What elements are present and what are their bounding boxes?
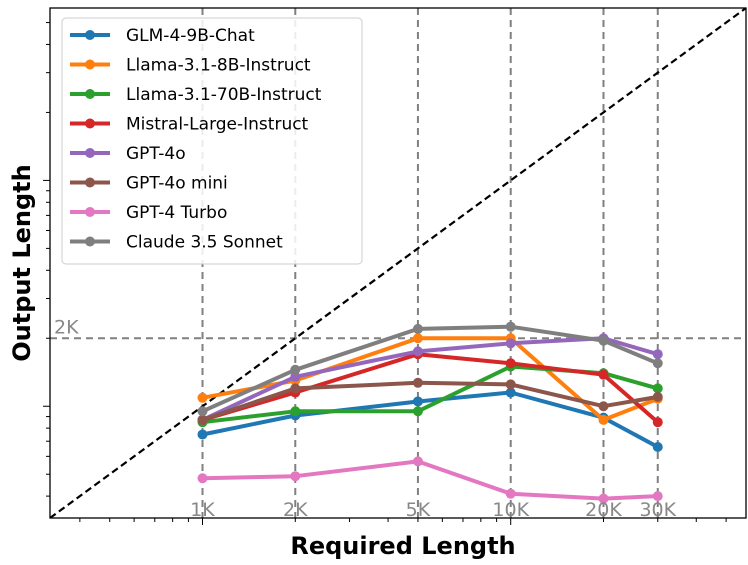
series-line <box>202 390 659 449</box>
legend-item: Claude 3.5 Sonnet <box>70 233 283 253</box>
legend: GLM-4-9B-Chat Llama-3.1-8B-Instruct Llama-… <box>61 17 363 265</box>
legend-item: Llama-3.1-70B-Instruct <box>70 85 322 105</box>
y-reference-label: 2K <box>54 316 79 338</box>
series-line <box>202 459 658 501</box>
data-point <box>197 392 208 403</box>
tick-labels: 1K 2K 5K 10K 20K 30K 2K <box>54 316 677 521</box>
series-line <box>201 336 659 422</box>
data-point <box>197 429 208 440</box>
legend-swatch-marker <box>85 177 95 188</box>
legend-swatch-marker <box>85 30 95 40</box>
series-gpt-4-turbo <box>197 456 663 504</box>
data-point <box>598 493 609 504</box>
x-tick-label: 1K <box>190 499 215 521</box>
data-point <box>505 488 516 499</box>
data-point <box>652 358 663 369</box>
legend-label: Llama-3.1-70B-Instruct <box>126 85 322 105</box>
legend-label: Claude 3.5 Sonnet <box>126 233 283 253</box>
data-point <box>598 369 609 380</box>
legend-item: GPT-4 Turbo <box>70 203 227 223</box>
legend-item: GLM-4-9B-Chat <box>70 26 255 46</box>
data-point <box>197 414 208 425</box>
axes-frame <box>43 7 747 525</box>
legend-item: GPT-4o <box>70 144 186 164</box>
data-point <box>652 391 663 402</box>
data-point <box>505 321 516 332</box>
data-point <box>505 358 516 369</box>
data-point <box>505 387 516 398</box>
legend-swatch-marker <box>85 59 95 70</box>
reference-lines <box>50 8 746 518</box>
legend-item: GPT-4o mini <box>70 174 228 194</box>
legend-swatch-marker <box>85 89 95 99</box>
x-tick-label: 5K <box>406 499 431 521</box>
data-point <box>598 401 609 412</box>
data-point <box>290 371 301 382</box>
data-point <box>412 323 423 334</box>
legend-item: Llama-3.1-8B-Instruct <box>70 56 311 76</box>
data-point <box>652 491 663 502</box>
series-llama-3-1-70b-instruct <box>197 361 663 428</box>
data-point <box>598 335 609 346</box>
legend-label: GPT-4 Turbo <box>126 203 227 223</box>
series-line <box>201 380 659 422</box>
series-claude-3-5-sonnet <box>197 321 663 417</box>
legend-swatch-marker <box>85 118 95 129</box>
data-point <box>197 406 208 417</box>
series-line <box>201 324 659 414</box>
data-point <box>290 383 301 394</box>
x-tick-label: 30K <box>639 499 676 521</box>
data-point <box>412 346 423 357</box>
data-point <box>412 377 423 388</box>
legend-label: GPT-4o mini <box>126 174 228 194</box>
series-line <box>201 352 660 424</box>
legend-label: GPT-4o <box>126 144 186 164</box>
x-tick-label: 10K <box>492 499 529 521</box>
x-tick-label: 2K <box>283 499 308 521</box>
legend-box <box>61 17 363 265</box>
data-point <box>290 364 301 375</box>
x-axis-title: Required Length <box>290 532 515 560</box>
legend-item: Mistral-Large-Instruct <box>70 115 309 135</box>
legend-swatch-marker <box>85 207 95 217</box>
series-layer <box>197 321 663 504</box>
legend-label: Mistral-Large-Instruct <box>126 115 309 135</box>
data-point <box>290 471 301 482</box>
legend-swatch-marker <box>85 236 95 247</box>
data-point <box>290 406 301 417</box>
data-point <box>505 338 516 349</box>
legend-label: Llama-3.1-8B-Instruct <box>126 56 311 76</box>
x-tick-label: 20K <box>585 499 622 521</box>
data-point <box>652 441 663 452</box>
legend-swatch-marker <box>85 148 95 158</box>
y-axis-title: Output Length <box>8 164 36 361</box>
data-point <box>598 414 609 425</box>
diagonal-reference-line <box>50 8 746 518</box>
plot-frame <box>49 7 747 519</box>
data-point <box>652 417 663 428</box>
series-line <box>202 364 659 425</box>
data-point <box>412 406 423 417</box>
data-point <box>652 383 663 394</box>
data-point <box>412 456 423 467</box>
data-point <box>412 333 423 344</box>
data-point <box>412 396 423 407</box>
legend-label: GLM-4-9B-Chat <box>126 26 255 46</box>
series-llama-3-1-8b-instruct <box>197 333 663 425</box>
data-point <box>197 473 208 484</box>
data-point <box>505 379 516 390</box>
data-point <box>652 349 663 360</box>
series-gpt-4o-mini <box>197 377 663 425</box>
